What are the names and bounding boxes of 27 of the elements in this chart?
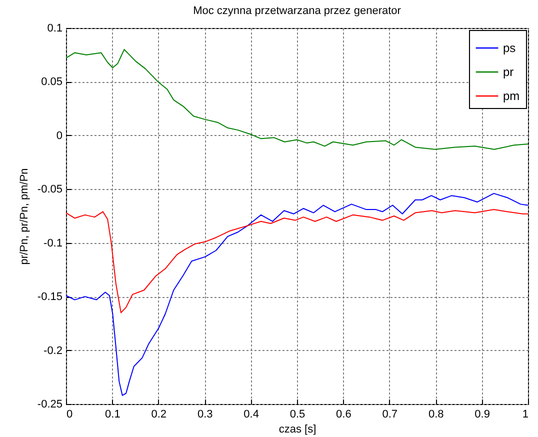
- y-tick-label: -0.2: [44, 344, 62, 357]
- chart-title: Moc czynna przetwarzana przez generator: [193, 5, 402, 17]
- legend-label: pm: [503, 89, 520, 103]
- y-tick-label: 0: [56, 130, 62, 142]
- x-tick-label: 0.5: [290, 408, 306, 420]
- x-tick-label: 0.9: [474, 408, 490, 420]
- x-tick-label: 0.7: [382, 408, 398, 420]
- x-tick-label: 0: [66, 408, 73, 420]
- line-series: [66, 209, 528, 314]
- x-tick-label: 0.8: [428, 408, 444, 420]
- line-series: [66, 192, 528, 396]
- y-tick-label: -0.05: [37, 184, 62, 196]
- x-tick-label: 0.4: [244, 408, 259, 420]
- legend-label: pr: [503, 65, 514, 79]
- x-tick-label: 0.1: [105, 408, 120, 420]
- legend-label: ps: [503, 41, 516, 55]
- x-tick-label: 0.3: [197, 408, 213, 420]
- y-tick-label: -0.15: [37, 291, 62, 304]
- y-tick-label: -0.1: [44, 237, 62, 250]
- y-tick-label: -0.25: [37, 398, 62, 410]
- x-axis-title: czas [s]: [278, 424, 316, 436]
- y-axis-title: pr/Pn, pr/Pn, pm/Pn: [18, 168, 30, 265]
- x-tick-label: 0.6: [336, 408, 352, 420]
- x-tick-label: 0.2: [151, 408, 167, 420]
- y-tick-label: 0.1: [47, 22, 62, 34]
- y-tick-label: 0.05: [41, 76, 62, 88]
- x-tick-label: 1: [522, 408, 528, 420]
